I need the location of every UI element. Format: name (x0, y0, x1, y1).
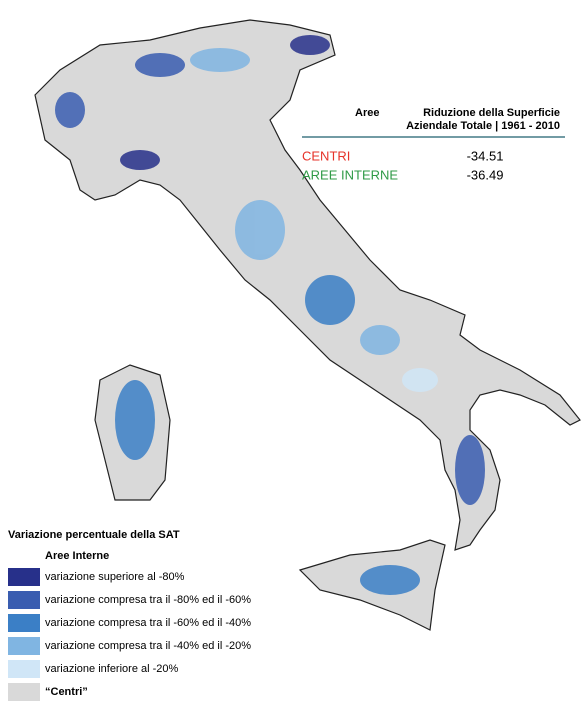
table-header: Aziendale Totale | 1961 - 2010 (406, 120, 560, 132)
legend-swatch (8, 683, 40, 701)
legend-swatch (8, 591, 40, 609)
summary-table: Aree Riduzione della Superficie Aziendal… (302, 107, 565, 138)
legend-label: variazione compresa tra il -80% ed il -6… (45, 594, 251, 606)
map-patches (55, 35, 485, 595)
row-label: CENTRI (302, 148, 350, 163)
map (34, 19, 581, 631)
legend-label: variazione superiore al -80% (45, 571, 185, 583)
legend-swatch (8, 660, 40, 678)
mainland (34, 19, 581, 551)
legend-swatch (8, 637, 40, 655)
row-value: -36.49 (467, 167, 504, 182)
table-header: Aree (355, 107, 379, 119)
row-value: -34.51 (467, 148, 504, 163)
legend-swatch (8, 568, 40, 586)
legend-subtitle: Aree Interne (45, 550, 109, 562)
legend-label: variazione inferiore al -20% (45, 663, 179, 675)
table-header: Riduzione della Superficie (423, 107, 560, 119)
legend-title: Variazione percentuale della SAT (8, 529, 180, 541)
legend-label: variazione compresa tra il -40% ed il -2… (45, 640, 251, 652)
legend-label: variazione compresa tra il -60% ed il -4… (45, 617, 251, 629)
legend-swatch (8, 614, 40, 632)
legend-label: “Centri” (45, 686, 88, 698)
legend: Variazione percentuale della SAT Aree In… (8, 529, 180, 562)
row-label: AREE INTERNE (302, 167, 398, 182)
